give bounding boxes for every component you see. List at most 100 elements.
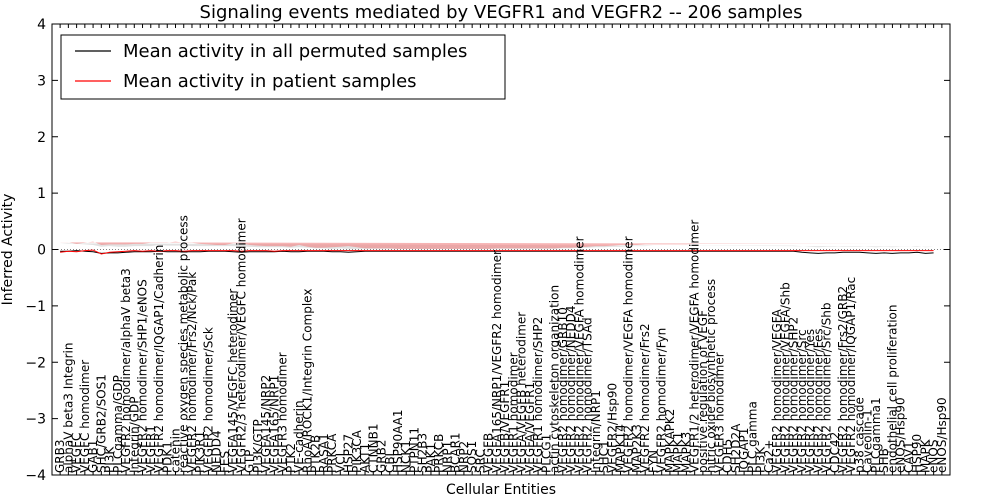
x-tick-label: VEGFR1 homodimer bbox=[506, 352, 520, 473]
x-tick-label: PI3K/GTP bbox=[251, 419, 265, 473]
x-tick-label: nitric oxide biosynthetic process bbox=[704, 279, 718, 473]
x-tick-label: VEGFR2 homodimer/Fes bbox=[811, 328, 825, 473]
x-tick-label: CAV1 bbox=[902, 441, 916, 473]
x-tick-label: PLCgamma1 bbox=[869, 397, 883, 473]
x-tick-label: PIK3CA bbox=[350, 429, 364, 473]
x-tick-label: MAPK14 bbox=[614, 424, 628, 473]
x-tick-label: NRP2 bbox=[457, 441, 471, 473]
x-tick-label: positive regulation of VEGF bbox=[696, 310, 710, 473]
x-tick-label: CTNNB1 bbox=[366, 424, 380, 474]
x-tick-label: RASA1 bbox=[317, 433, 331, 473]
x-tick-label: VE-cadherin bbox=[292, 400, 306, 473]
x-tick-label: SH2B3 bbox=[416, 433, 430, 473]
x-tick-label: VEGFR2 homodimer/Sck bbox=[202, 327, 216, 473]
x-tick-label: eNOS bbox=[927, 440, 941, 473]
x-tick-label: VEGFR3 homodimer bbox=[712, 352, 726, 473]
x-tick-label: NRP1 bbox=[440, 441, 454, 473]
x-tick-label: MAPK1 bbox=[671, 432, 685, 473]
x-tick-label: VEGFR2 homodimer/VEGFA homodimer bbox=[572, 236, 586, 473]
x-tick-label: VEGFR2 homodimer/IQGAP1/Cadherin bbox=[152, 245, 166, 473]
x-tick-label: VEGFR2 homodimer/Src/Shb bbox=[820, 302, 834, 473]
x-tick-label: MAPKAPK2 bbox=[663, 409, 677, 473]
x-tick-label: VEGFR2 homodimer/Frs2 bbox=[638, 323, 652, 473]
x-tick-label: VEGFA/VEGFB heterodimer bbox=[515, 312, 529, 473]
x-tick-label: PAK1 bbox=[424, 443, 438, 473]
x-tick-label: SH2D2A bbox=[729, 423, 743, 473]
x-tick-label: VEGFB/VEGFR1 bbox=[498, 381, 512, 473]
x-tick-label: VEGFA165/NRP1 bbox=[267, 375, 281, 473]
x-tick-label: VEGFA145/VEGFC heterodimer bbox=[226, 289, 240, 473]
plot-frame bbox=[51, 23, 951, 476]
x-tick-label: VEGFR2 homodimer/NEDD4 bbox=[564, 306, 578, 473]
x-tick-label: FYN bbox=[647, 450, 661, 473]
x-tick-label: VEGFR2 homodimer/TSAd bbox=[581, 317, 595, 473]
x-tick-label: VEGFC bbox=[70, 433, 84, 473]
series-line-patient bbox=[60, 249, 934, 255]
x-tick-label: HSP90 bbox=[910, 434, 924, 473]
x-tick-label: VEGFB bbox=[482, 433, 496, 473]
y-axis-label: Inferred Activity bbox=[0, 194, 16, 306]
x-tick-label: NEDD4 bbox=[210, 430, 224, 473]
legend: Mean activity in all permuted samples Me… bbox=[60, 34, 506, 100]
x-tick-label: VEGFR2 homodimer/IQGAP1/Rac bbox=[844, 277, 858, 473]
x-tick-label: CDH5 bbox=[721, 439, 735, 473]
x-tick-label: HSP27 bbox=[342, 434, 356, 473]
x-tick-label: VEGFR2 homodimer/Yes bbox=[803, 329, 817, 473]
x-tick-label: BCAR1 bbox=[449, 432, 463, 473]
chart-title: Signaling events mediated by VEGFR1 and … bbox=[200, 2, 803, 23]
y-tick-label: 1 bbox=[37, 186, 46, 202]
x-tick-label: catenin bbox=[169, 428, 183, 473]
x-tick-label: PI3K bbox=[754, 446, 768, 473]
x-tick-label: VEGFR2 homodimer/GRB10 bbox=[556, 307, 570, 473]
y-tick-label: −2 bbox=[25, 355, 46, 371]
x-tick-label: MAPK bbox=[918, 438, 932, 473]
x-tick-label: SHB bbox=[877, 448, 891, 473]
x-tick-label: AKT1 bbox=[358, 443, 372, 473]
x-tick-label: GTP bbox=[243, 450, 257, 473]
x-tick-label: FES bbox=[218, 451, 232, 473]
y-tick-label: 0 bbox=[37, 243, 46, 259]
x-tick-label: PI3K bbox=[103, 446, 117, 473]
x-tick-label: VEGFA/VEGFR1 bbox=[523, 382, 537, 473]
y-tick-label: −4 bbox=[25, 468, 46, 484]
x-tick-label: VEGFR2 homodimer/alphaV beta3 bbox=[119, 268, 133, 473]
x-tick-label: RhoA/ROCK1/Integrin Complex bbox=[300, 289, 314, 473]
x-tick-label: CBL bbox=[383, 449, 397, 473]
y-tick-label: 3 bbox=[37, 73, 46, 89]
legend-label-patient: Mean activity in patient samples bbox=[123, 71, 417, 92]
x-tick-label: VEGFR2 homodimer/VEGFA homodimer bbox=[622, 236, 636, 473]
x-tick-label: NCK1 bbox=[399, 440, 413, 473]
x-tick-label: CDC42 bbox=[828, 432, 842, 473]
x-tick-label: PLC gamma bbox=[745, 401, 759, 473]
x-tick-label: VCL bbox=[333, 449, 347, 473]
x-tick-label: VEGFR2 homodimer/Frs2/GRB2 bbox=[836, 286, 850, 473]
x-tick-label: PLCgamma/GDP bbox=[111, 375, 125, 473]
x-tick-label: SRC bbox=[473, 449, 487, 473]
x-tick-label: eNOS/Hsp90 bbox=[935, 397, 949, 473]
x-tick-label: PTK2 bbox=[284, 443, 298, 473]
x-tick-label: HSP90AA1 bbox=[391, 409, 405, 473]
series-line-permuted bbox=[60, 250, 934, 254]
x-tick-label: Ca2+ bbox=[762, 440, 776, 473]
x-tick-label: p38 cascade bbox=[853, 397, 867, 473]
x-tick-label: PRKCA bbox=[325, 433, 339, 473]
x-tick-label: PIK3R1 bbox=[193, 431, 207, 473]
x-tick-label: reactive oxygen species metabolic proces… bbox=[177, 215, 191, 473]
x-tick-label: PDK1 bbox=[160, 441, 174, 473]
y-tick-label: −3 bbox=[25, 412, 46, 428]
x-tick-label: IQGAP1 bbox=[737, 428, 751, 473]
x-tick-label: Caveolin-1 bbox=[861, 409, 875, 473]
x-tick-label: VEGFR1/2 heterodimer/VEGFA homodimer bbox=[688, 220, 702, 473]
x-tick-label: MAP2K3 bbox=[630, 424, 644, 473]
x-tick-label: VEGFR2 homodimer/Frs2/Nck/Pak bbox=[185, 272, 199, 473]
x-tick-label: VEGFA145/NRP2 bbox=[259, 375, 273, 473]
x-tick-label: PTPN11 bbox=[408, 427, 422, 473]
x-tick-label: VEGFR2/Hsp90 bbox=[605, 383, 619, 473]
x-tick-label: PLCG1 bbox=[539, 434, 553, 473]
x-tick-label: VEGFR1 homodimer/SHP2 bbox=[531, 317, 545, 473]
legend-box bbox=[60, 34, 506, 100]
x-tick-label: MAPK3 bbox=[679, 432, 693, 473]
x-tick-label: VEGFR2 homodimer/VEGFA bbox=[770, 308, 784, 473]
x-tick-label: SOS1 bbox=[465, 441, 479, 473]
